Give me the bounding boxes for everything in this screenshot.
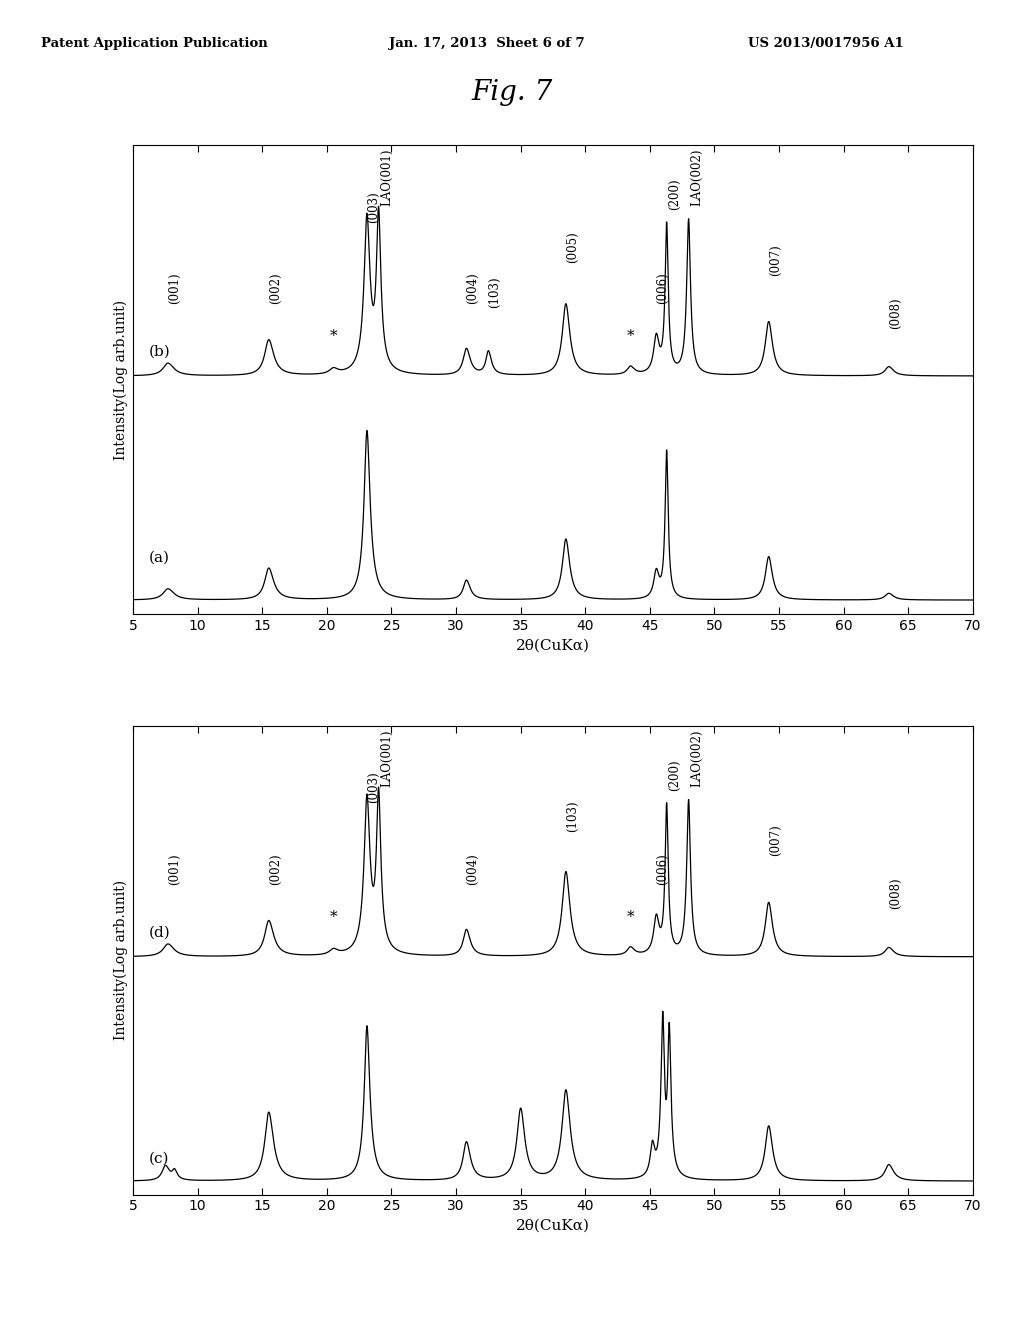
Y-axis label: Intensity(Log arb.unit): Intensity(Log arb.unit) xyxy=(114,300,128,459)
Text: (a): (a) xyxy=(148,550,170,565)
Text: (103): (103) xyxy=(488,277,502,308)
Text: (002): (002) xyxy=(268,853,282,884)
Text: (003): (003) xyxy=(367,772,380,804)
Text: (c): (c) xyxy=(148,1152,169,1166)
Text: LAO(001): LAO(001) xyxy=(380,149,393,206)
Y-axis label: Intensity(Log arb.unit): Intensity(Log arb.unit) xyxy=(114,880,128,1040)
X-axis label: 2θ(CuKα): 2θ(CuKα) xyxy=(516,638,590,652)
Text: (003): (003) xyxy=(367,191,380,223)
Text: (001): (001) xyxy=(168,853,181,884)
Text: (006): (006) xyxy=(656,272,670,304)
Text: (103): (103) xyxy=(566,800,579,832)
Text: (006): (006) xyxy=(656,853,670,884)
Text: (007): (007) xyxy=(769,825,781,857)
X-axis label: 2θ(CuKα): 2θ(CuKα) xyxy=(516,1218,590,1233)
Text: *: * xyxy=(330,909,337,924)
Text: (002): (002) xyxy=(268,272,282,304)
Text: (200): (200) xyxy=(668,178,681,210)
Text: LAO(002): LAO(002) xyxy=(690,730,702,787)
Text: (004): (004) xyxy=(466,272,479,304)
Text: LAO(002): LAO(002) xyxy=(690,149,702,206)
Text: (001): (001) xyxy=(168,272,181,304)
Text: (004): (004) xyxy=(466,853,479,884)
Text: (b): (b) xyxy=(148,345,170,359)
Text: Fig. 7: Fig. 7 xyxy=(471,79,553,106)
Text: (007): (007) xyxy=(769,244,781,276)
Text: *: * xyxy=(627,329,634,343)
Text: *: * xyxy=(330,329,337,343)
Text: (008): (008) xyxy=(889,878,902,909)
Text: Jan. 17, 2013  Sheet 6 of 7: Jan. 17, 2013 Sheet 6 of 7 xyxy=(389,37,585,50)
Text: (005): (005) xyxy=(566,231,579,264)
Text: (d): (d) xyxy=(148,925,170,940)
Text: US 2013/0017956 A1: US 2013/0017956 A1 xyxy=(748,37,903,50)
Text: LAO(001): LAO(001) xyxy=(380,730,393,787)
Text: Patent Application Publication: Patent Application Publication xyxy=(41,37,267,50)
Text: (008): (008) xyxy=(889,297,902,329)
Text: (200): (200) xyxy=(668,759,681,791)
Text: *: * xyxy=(627,909,634,924)
